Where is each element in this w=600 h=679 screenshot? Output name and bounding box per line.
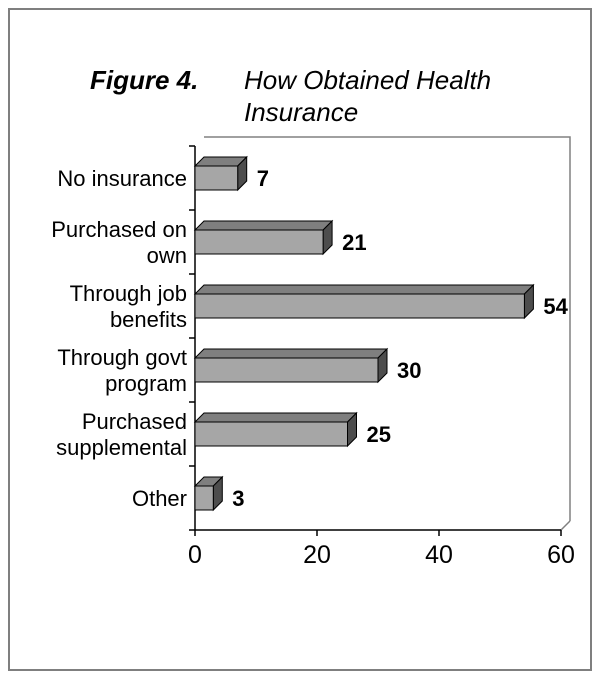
plot-back-wall bbox=[204, 136, 571, 521]
data-label: 7 bbox=[257, 166, 269, 191]
category-label: benefits bbox=[110, 307, 187, 332]
category-label: Through job bbox=[70, 281, 187, 306]
x-tick-label: 20 bbox=[303, 541, 331, 569]
data-label: 30 bbox=[397, 358, 421, 383]
x-tick-label: 40 bbox=[425, 541, 453, 569]
category-label: Purchased on bbox=[51, 217, 187, 242]
data-label: 3 bbox=[232, 486, 244, 511]
figure-frame: Figure 4. How Obtained Health Insurance … bbox=[8, 8, 592, 671]
bar-top-face bbox=[193, 412, 358, 423]
bar-top-face bbox=[193, 220, 334, 231]
bar bbox=[194, 421, 348, 447]
category-label: Purchased bbox=[82, 409, 187, 434]
data-label: 21 bbox=[342, 230, 366, 255]
chart-title: Figure 4. How Obtained Health Insurance bbox=[90, 65, 491, 127]
category-label: Through govt bbox=[57, 345, 187, 370]
plot-floor-edge bbox=[560, 520, 571, 531]
title-line-1: How Obtained Health bbox=[244, 65, 491, 95]
category-label: Other bbox=[132, 486, 187, 511]
data-label: 25 bbox=[367, 422, 391, 447]
x-tick-label: 60 bbox=[547, 541, 575, 569]
bar bbox=[194, 229, 324, 255]
category-label: supplemental bbox=[56, 435, 187, 460]
category-label: own bbox=[147, 243, 187, 268]
bar-top-face bbox=[193, 348, 389, 359]
bar bbox=[194, 485, 214, 511]
bar bbox=[194, 293, 525, 319]
chart: Figure 4. How Obtained Health Insurance … bbox=[51, 65, 575, 569]
x-tick-label: 0 bbox=[188, 541, 202, 569]
bar bbox=[194, 357, 379, 383]
category-label: No insurance bbox=[57, 166, 187, 191]
bar bbox=[194, 165, 239, 191]
title-figure-number: Figure 4. bbox=[90, 65, 198, 95]
category-label: program bbox=[105, 371, 187, 396]
bar-top-face bbox=[193, 284, 535, 295]
data-label: 54 bbox=[543, 294, 568, 319]
title-line-2: Insurance bbox=[244, 97, 358, 127]
